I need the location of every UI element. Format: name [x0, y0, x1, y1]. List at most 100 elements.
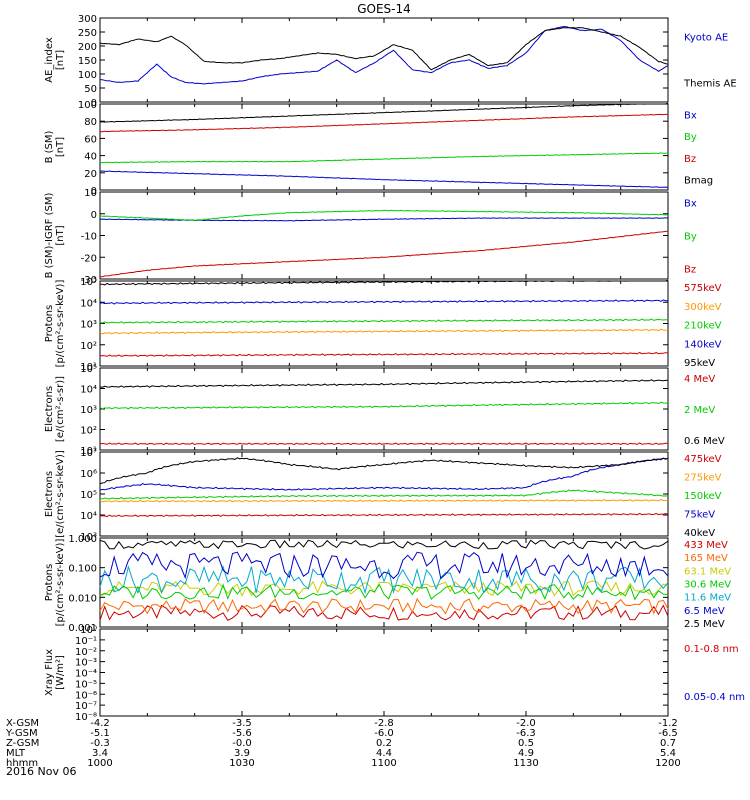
series-line: [99, 27, 669, 71]
legend-entry: By: [684, 232, 697, 243]
y-axis-label: AE_index: [44, 37, 55, 83]
y-axis-label: Protons: [44, 305, 55, 342]
series-line: [99, 583, 669, 601]
y-axis-unit: [W/m²]: [55, 655, 66, 690]
legend-entry: 2.5 MeV: [684, 619, 725, 630]
series-line: [99, 457, 669, 491]
x-axis-row-label: Y-GSM: [5, 728, 38, 739]
y-tick-label: 10⁰: [80, 625, 97, 636]
y-tick-label: 200: [78, 42, 97, 53]
x-axis-value: 1030: [229, 758, 254, 769]
x-axis-value: -5.6: [232, 728, 252, 739]
legend-entry: Themis AE: [683, 79, 737, 90]
y-tick-label: 10⁷: [80, 448, 97, 459]
series-line: [99, 442, 669, 446]
x-axis-value: 1100: [371, 758, 396, 769]
series-line: [99, 230, 669, 278]
legend-entry: 40keV: [684, 528, 715, 539]
legend-entry: 575keV: [684, 283, 722, 294]
legend-entry: 11.6 MeV: [684, 593, 731, 604]
series-line: [99, 351, 669, 357]
series-line: [99, 113, 669, 133]
y-tick-label: 10³: [80, 405, 97, 416]
series-line: [99, 102, 669, 123]
series-line: [99, 499, 669, 503]
y-tick-label: 50: [84, 84, 97, 95]
series-line: [99, 152, 669, 164]
y-axis-unit: [p/(cm²-s-sr-keV)]: [55, 539, 66, 627]
y-axis-label: B (SM)-IGRF (SM): [44, 193, 55, 279]
y-tick-label: 10⁻²: [75, 647, 97, 658]
legend-entry: Bz: [684, 154, 696, 165]
x-axis-value: 4.9: [518, 748, 534, 759]
series-line: [99, 279, 669, 286]
legend-entry: 275keV: [684, 473, 722, 484]
series-line: [99, 379, 669, 388]
legend-entry: 0.6 MeV: [684, 436, 725, 447]
y-tick-label: 1.000: [68, 534, 97, 545]
series-line: [99, 26, 669, 85]
series-line: [99, 597, 669, 615]
chart-panel-8: 10⁻⁸10⁻⁷10⁻⁶10⁻⁵10⁻⁴10⁻³10⁻²10⁻¹10⁰ Xray …: [44, 625, 745, 723]
y-tick-label: 10⁵: [80, 364, 97, 375]
y-axis-label: Electrons: [44, 386, 55, 432]
y-tick-label: 0: [91, 98, 97, 109]
y-tick-label: 10⁴: [80, 385, 97, 396]
y-tick-label: 0.001: [68, 623, 97, 634]
legend-entry: Bx: [684, 110, 697, 121]
legend-entry: Kyoto AE: [684, 32, 728, 43]
y-tick-label: 10⁵: [80, 490, 97, 501]
legend-entry: 4 MeV: [684, 374, 715, 385]
x-axis-value: -2.0: [516, 718, 536, 729]
series-line: [99, 564, 669, 595]
x-axis-row-label: X-GSM: [6, 718, 39, 729]
x-axis-value: -4.2: [90, 718, 110, 729]
y-axis-unit: [e/(cm²-s-sr-keV)]: [55, 450, 66, 538]
x-axis-value: 0.7: [660, 738, 676, 749]
series-line: [99, 209, 669, 221]
x-axis-table: X-GSM -4.2 -3.5 -2.8 -2.0 -1.2 Y-GSM -5.1 -5.6 -6…: [5, 718, 681, 769]
x-axis-value: 1000: [87, 758, 112, 769]
series-line: [99, 328, 669, 335]
legend-entry: 63.1 MeV: [684, 566, 731, 577]
x-axis-value: -6.3: [516, 728, 536, 739]
y-tick-label: 250: [78, 28, 97, 39]
y-axis-unit: [nT]: [55, 225, 66, 245]
series-line: [99, 170, 669, 188]
x-axis-value: -0.0: [232, 738, 252, 749]
x-axis-value: -6.0: [374, 728, 394, 739]
legend-entry: 475keV: [684, 454, 722, 465]
legend-entry: 75keV: [684, 510, 715, 521]
x-axis-value: -0.3: [90, 738, 110, 749]
y-tick-label: -10: [81, 232, 97, 243]
x-axis-value: 0.2: [376, 738, 392, 749]
y-tick-label: 10⁻⁷: [75, 701, 97, 712]
y-axis-label: Protons: [44, 564, 55, 601]
legend-entry: 30.6 MeV: [684, 580, 731, 591]
legend-entry: Bx: [684, 198, 697, 209]
legend-entry: 150keV: [684, 491, 722, 502]
y-tick-label: 10⁻¹: [75, 636, 97, 647]
chart-panel-1: 0 50 100 150 200 250 300 AE_index [nT] Kyoto AE Th…: [44, 14, 737, 109]
y-tick-label: 10³: [80, 532, 97, 543]
y-tick-label: 100: [78, 100, 97, 111]
y-tick-label: 10⁻⁴: [75, 669, 97, 680]
panel-frame: [99, 191, 669, 280]
y-tick-label: 10¹: [80, 446, 97, 457]
y-tick-label: -30: [81, 275, 97, 286]
y-tick-label: 300: [78, 14, 97, 25]
y-tick-label: 150: [78, 56, 97, 67]
y-tick-label: 40: [84, 152, 97, 163]
legend-entry: 0.05-0.4 nm: [684, 692, 745, 703]
x-axis-value: 3.9: [234, 748, 250, 759]
y-tick-label: 10¹: [80, 362, 97, 373]
y-tick-label: 10⁶: [80, 469, 97, 480]
y-tick-label: 0.010: [68, 593, 97, 604]
chart-panel-4: 10¹ 10² 10³ 10⁴ 10⁵ Protons [p/(cm²-s-sr-keV)]…: [44, 277, 722, 373]
y-axis-label: B (SM): [44, 130, 55, 163]
x-axis-value: 5.4: [660, 748, 676, 759]
y-tick-label: 20: [84, 169, 97, 180]
